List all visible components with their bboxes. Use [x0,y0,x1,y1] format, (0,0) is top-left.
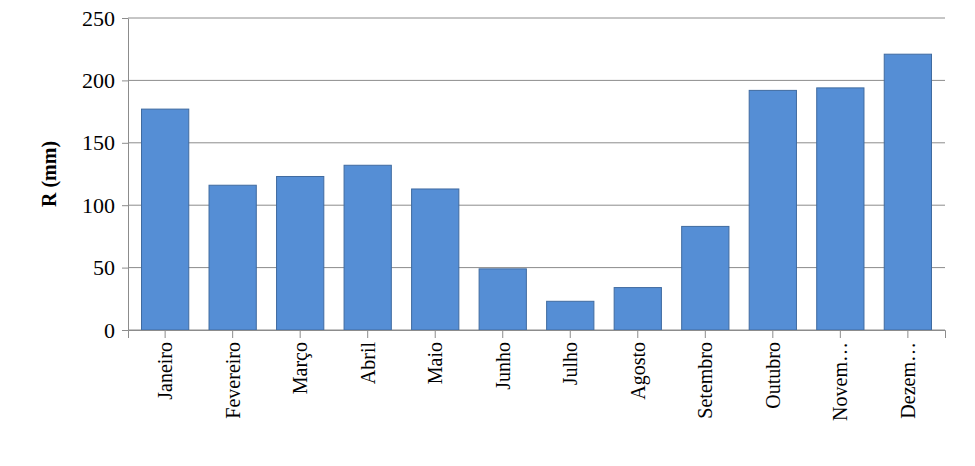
x-tick: Novem… [829,330,851,421]
x-tick-label: Agosto [627,342,650,400]
bar [817,88,864,330]
y-axis: 0 50 100 150 200 250 [82,6,129,343]
y-tick: 250 [82,6,128,31]
plot: 0 50 100 150 200 250 Janeiro Fevereiro Março Abri… [82,6,946,421]
y-tick: 150 [82,130,128,155]
x-tick: Agosto [627,330,650,400]
x-tick: Julho [559,330,581,385]
x-tick-mark [300,330,301,338]
y-tick-mark [122,268,128,269]
bar [277,176,324,330]
bar [142,109,189,330]
grid-line [128,18,945,19]
x-tick-label: Março [289,342,312,394]
y-tick-label: 0 [104,318,115,343]
grid [128,18,945,330]
x-tick-label: Julho [559,342,581,385]
x-tick-label: Abril [357,342,379,385]
y-tick-mark [122,18,128,19]
x-tick-mark [705,330,706,338]
x-tick-label: Janeiro [154,342,176,400]
y-tick-label: 50 [93,255,115,280]
x-axis: Janeiro Fevereiro Março Abril Maio Junho Julho… [129,330,946,421]
bar [412,189,459,330]
bar [479,269,526,330]
x-tick: Setembro [694,330,716,419]
y-tick-mark [122,330,128,331]
bar [749,90,796,330]
bar [682,226,729,330]
chart-container: 0 50 100 150 200 250 Janeiro Fevereiro Março Abri… [0,0,975,466]
y-tick-label: 150 [82,130,115,155]
bar [614,288,661,330]
x-tick-mark [435,330,436,338]
x-tick: Fevereiro [222,330,244,419]
x-tick-label: Maio [424,342,446,384]
y-tick-mark [122,80,128,81]
y-tick: 0 [104,318,128,343]
bar [547,301,594,330]
x-tick-mark [840,330,841,338]
x-tick: Maio [424,330,446,384]
y-axis-title: R (mm) [38,141,61,207]
x-tick: Abril [357,330,379,384]
bar [344,165,391,330]
x-tick-mark [570,330,571,338]
y-tick-label: 250 [82,6,115,31]
y-tick: 50 [93,255,128,280]
x-tick-mark [907,330,908,338]
x-tick-mark [637,330,638,338]
x-tick: Janeiro [154,330,176,400]
y-tick-label: 200 [82,68,115,93]
bar [209,185,256,330]
x-tick-mark [502,330,503,338]
x-tick: Outubro [762,330,784,409]
y-tick-mark [122,143,128,144]
x-tick-mark [772,330,773,338]
y-tick-mark [122,205,128,206]
x-tick-mark [232,330,233,338]
x-tick-mark [165,330,166,338]
y-tick-label: 100 [82,193,115,218]
x-tick-label: Dezem… [897,342,919,419]
y-axis-line [128,19,129,331]
bar [884,54,931,330]
x-axis-line [129,331,946,339]
bars [142,54,932,330]
chart-svg: 0 50 100 150 200 250 Janeiro Fevereiro Março Abri… [0,0,975,466]
x-tick-mark [367,330,368,338]
x-tick-label: Setembro [694,342,716,419]
x-tick-label: Outubro [762,342,784,409]
x-tick: Dezem… [897,330,919,419]
grid-line [128,80,945,81]
x-tick-label: Novem… [829,342,851,421]
y-tick: 100 [82,193,128,218]
x-tick-label: Fevereiro [222,342,244,419]
x-tick-label: Junho [492,342,514,390]
x-tick: Março [289,330,312,394]
x-tick: Junho [492,330,514,390]
y-tick: 200 [82,68,128,93]
